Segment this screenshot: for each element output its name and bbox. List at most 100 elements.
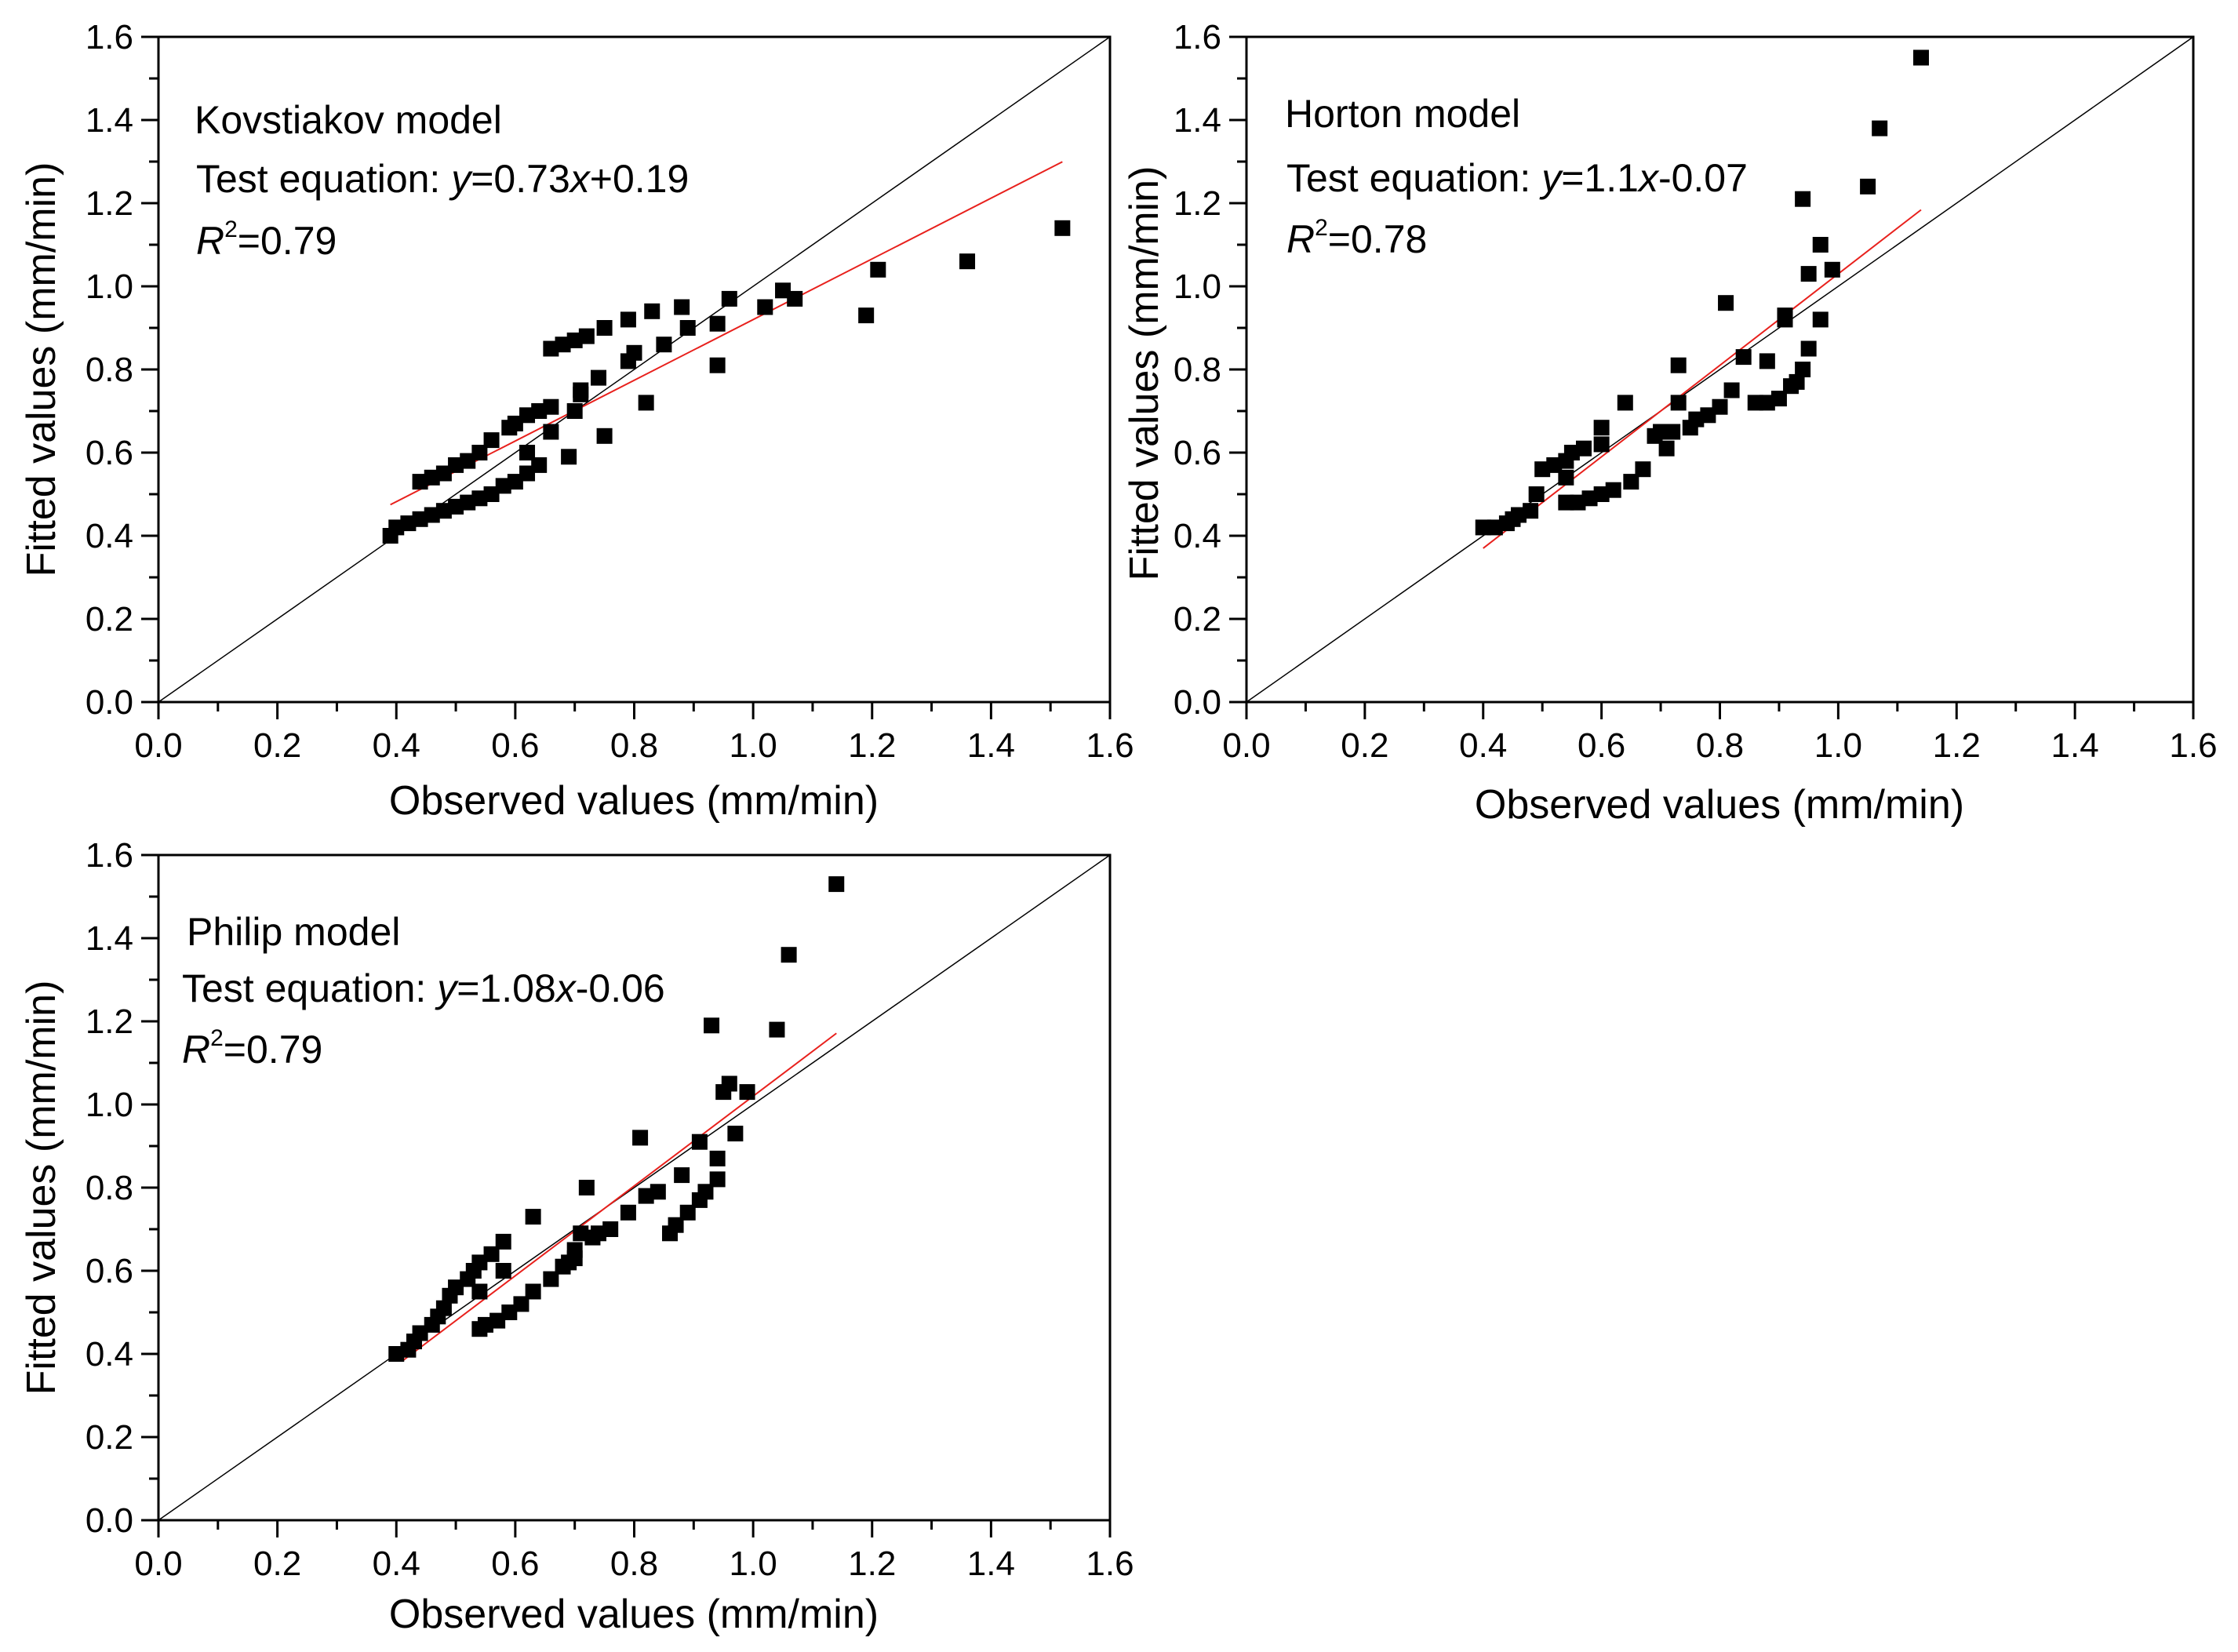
- data-point: [412, 511, 428, 527]
- data-point: [620, 1204, 636, 1221]
- data-point: [638, 395, 654, 411]
- data-point: [1558, 494, 1574, 511]
- data-point: [858, 307, 875, 324]
- one-to-one-line: [158, 36, 1111, 703]
- x-tick-label: 0.8: [610, 1545, 658, 1583]
- data-point: [471, 445, 488, 460]
- y-axis-title: Fitted values (mm/min): [19, 981, 64, 1395]
- y-tick-label: 0.6: [1174, 434, 1221, 472]
- y-tick-label: 1.0: [86, 1086, 133, 1124]
- data-point: [460, 494, 476, 511]
- data-point: [1824, 261, 1840, 278]
- data-point: [448, 1279, 464, 1296]
- data-point: [471, 1283, 488, 1300]
- data-point: [1670, 357, 1687, 373]
- y-tick-label: 0.2: [86, 600, 133, 639]
- y-tick-label: 1.6: [1174, 18, 1221, 56]
- data-point: [870, 261, 886, 278]
- data-point: [525, 1209, 541, 1225]
- model-label: Kovstiakov model: [195, 98, 502, 142]
- data-point: [483, 1246, 500, 1262]
- data-point: [525, 1283, 541, 1300]
- data-point: [1534, 461, 1551, 478]
- data-point: [679, 1204, 696, 1221]
- data-point: [1635, 461, 1651, 478]
- data-point: [668, 1217, 684, 1233]
- data-point: [1523, 503, 1539, 519]
- data-point: [1795, 191, 1811, 207]
- data-point: [1800, 340, 1817, 357]
- data-point: [1800, 266, 1817, 282]
- x-tick-label: 1.6: [1086, 1545, 1134, 1583]
- data-point: [507, 415, 523, 431]
- data-point: [704, 1017, 720, 1034]
- data-point: [769, 1021, 785, 1038]
- x-tick-label: 0.8: [1696, 726, 1744, 765]
- y-tick-label: 1.2: [1174, 184, 1221, 223]
- x-tick-label: 0.2: [1341, 726, 1388, 765]
- data-point: [959, 253, 976, 270]
- fit-line: [1483, 209, 1922, 549]
- data-point: [483, 432, 500, 449]
- x-tick-label: 0.4: [373, 726, 420, 765]
- x-tick-label: 1.4: [967, 726, 1015, 765]
- test-equation: Test equation: y=1.08x-0.06: [182, 966, 665, 1010]
- x-tick-label: 0.0: [134, 726, 182, 765]
- data-point: [775, 282, 791, 299]
- y-tick-label: 0.8: [86, 1169, 133, 1207]
- data-point: [1593, 420, 1610, 436]
- model-label: Philip model: [187, 910, 400, 954]
- y-tick-label: 0.8: [86, 351, 133, 389]
- x-tick-label: 0.2: [253, 1545, 301, 1583]
- data-point: [412, 1325, 428, 1341]
- data-point: [1658, 440, 1675, 457]
- data-point: [679, 320, 696, 336]
- data-point: [400, 515, 417, 532]
- data-point: [495, 1263, 511, 1279]
- y-tick-label: 0.6: [86, 434, 133, 472]
- data-point: [709, 315, 726, 332]
- data-point: [566, 403, 583, 419]
- data-point: [828, 876, 845, 893]
- one-to-one-line: [158, 854, 1111, 1521]
- y-tick-label: 1.6: [86, 836, 133, 875]
- data-point: [477, 1316, 493, 1333]
- data-point: [566, 332, 583, 348]
- x-tick-label: 1.2: [1933, 726, 1981, 765]
- test-equation: Test equation: y=1.1x-0.07: [1286, 156, 1748, 200]
- data-point: [1617, 395, 1633, 411]
- x-tick-label: 0.6: [491, 726, 539, 765]
- data-point: [1475, 519, 1491, 536]
- data-point: [1528, 486, 1545, 502]
- data-point: [1712, 398, 1728, 415]
- data-point: [781, 947, 797, 963]
- x-tick-label: 0.6: [491, 1545, 539, 1583]
- data-point: [632, 1130, 649, 1146]
- y-tick-label: 1.0: [1174, 267, 1221, 306]
- data-point: [1511, 507, 1527, 523]
- data-point: [424, 507, 440, 523]
- r-squared: R2=0.79: [196, 217, 337, 263]
- data-point: [1487, 519, 1503, 536]
- data-point: [1770, 391, 1787, 407]
- y-tick-label: 0.8: [1174, 351, 1221, 389]
- data-point: [709, 1171, 726, 1188]
- y-tick-label: 1.4: [86, 919, 133, 958]
- data-point: [388, 519, 405, 536]
- fit-line: [390, 161, 1063, 506]
- data-point: [543, 398, 559, 415]
- data-point: [1581, 490, 1598, 507]
- data-point: [691, 1133, 708, 1150]
- data-point: [638, 1188, 654, 1204]
- x-tick-label: 1.0: [1814, 726, 1862, 765]
- x-axis-title: Observed values (mm/min): [1475, 782, 1964, 828]
- data-point: [543, 1271, 559, 1287]
- y-tick-label: 1.0: [86, 267, 133, 306]
- data-point: [596, 320, 613, 336]
- data-point: [757, 299, 773, 315]
- data-point: [1860, 178, 1876, 195]
- y-tick-label: 0.4: [86, 1335, 133, 1374]
- x-tick-label: 0.8: [610, 726, 658, 765]
- data-point: [573, 1225, 589, 1242]
- data-point: [1872, 120, 1888, 136]
